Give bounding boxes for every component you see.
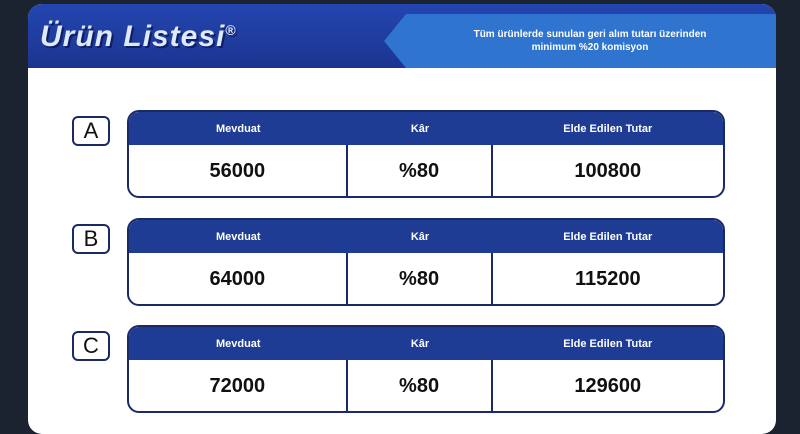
total-value: 115200 (574, 268, 641, 290)
column-header-deposit: Mevduat (215, 230, 261, 243)
column-header-total: Elde Edilen Tutar (563, 122, 653, 135)
product-table: Mevduat Kâr Elde Edilen Tutar 64000 %80 … (127, 218, 725, 306)
product-row: A Mevduat Kâr Elde Edilen Tutar 56000 %8… (72, 110, 727, 200)
product-letter: C (72, 331, 110, 361)
product-table: Mevduat Kâr Elde Edilen Tutar 56000 %80 … (127, 110, 725, 198)
product-letter: A (72, 116, 110, 146)
column-header-total: Elde Edilen Tutar (563, 230, 653, 243)
banner-line-2: minimum %20 komisyon (531, 42, 649, 53)
product-row: C Mevduat Kâr Elde Edilen Tutar 72000 %8… (72, 325, 727, 415)
deposit-value: 64000 (129, 253, 348, 304)
profit-value: %80 (348, 253, 493, 304)
product-letter: B (72, 224, 110, 254)
product-row: B Mevduat Kâr Elde Edilen Tutar 64000 %8… (72, 218, 727, 308)
column-header-deposit: Mevduat (215, 337, 261, 350)
deposit-value: 72000 (129, 360, 348, 411)
column-header-profit: Kâr (410, 337, 430, 350)
header: Ürün Listesi® Tüm ürünlerde sunulan geri… (28, 4, 776, 68)
table-header: Mevduat Kâr Elde Edilen Tutar (129, 327, 723, 360)
commission-banner: Tüm ürünlerde sunulan geri alım tutarı ü… (384, 14, 776, 68)
table-row: 64000 %80 115200 (129, 253, 723, 304)
column-header-profit: Kâr (410, 230, 430, 243)
column-header-profit: Kâr (410, 122, 430, 135)
deposit-value: 56000 (129, 145, 348, 196)
title-text: Ürün Listesi (40, 20, 226, 53)
profit-value: %80 (348, 145, 493, 196)
table-header: Mevduat Kâr Elde Edilen Tutar (129, 112, 723, 145)
column-header-deposit: Mevduat (215, 122, 261, 135)
table-header: Mevduat Kâr Elde Edilen Tutar (129, 220, 723, 253)
page-title: Ürün Listesi® (40, 20, 237, 54)
banner-line-1: Tüm ürünlerde sunulan geri alım tutarı ü… (473, 29, 707, 40)
registered-mark: ® (225, 22, 237, 38)
table-row: 56000 %80 100800 (129, 145, 723, 196)
product-list-card: Ürün Listesi® Tüm ürünlerde sunulan geri… (28, 4, 776, 434)
product-table: Mevduat Kâr Elde Edilen Tutar 72000 %80 … (127, 325, 725, 413)
total-value: 100800 (574, 160, 642, 182)
profit-value: %80 (348, 360, 493, 411)
total-value: 129600 (574, 375, 642, 397)
table-row: 72000 %80 129600 (129, 360, 723, 411)
column-header-total: Elde Edilen Tutar (563, 337, 653, 350)
